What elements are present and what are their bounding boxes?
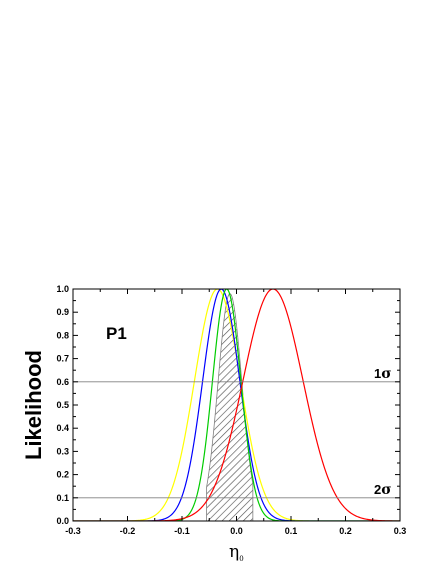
x-axis-label-subscript: 0 — [239, 555, 243, 563]
panel-label: P1 — [106, 324, 127, 343]
y-tick-label: 0.2 — [56, 470, 69, 480]
sigma-label-2: 2σ — [374, 482, 392, 498]
y-tick-label: 0.4 — [56, 423, 69, 433]
y-tick-label: 0.8 — [56, 330, 69, 340]
y-tick-label: 0.3 — [56, 446, 69, 456]
series-line-3 — [73, 289, 400, 521]
x-tick-label: 0.3 — [394, 526, 407, 536]
sigma-label-symbol: σ — [381, 366, 391, 382]
x-axis-label-symbol: η — [229, 542, 239, 562]
y-tick-label: 0.1 — [56, 493, 69, 503]
x-tick-label: -0.2 — [120, 526, 136, 536]
y-tick-label: 0.6 — [56, 377, 69, 387]
sigma-label-number: 2 — [374, 482, 381, 497]
x-tick-label: 0.1 — [285, 526, 298, 536]
x-tick-label: 0.0 — [230, 526, 243, 536]
y-tick-label: 0.0 — [56, 516, 69, 526]
y-tick-label: 1.0 — [56, 284, 69, 294]
y-tick-label: 0.5 — [56, 400, 69, 410]
x-tick-label: -0.1 — [174, 526, 190, 536]
y-axis-label: Likelihood — [21, 350, 46, 460]
series-line-2 — [73, 289, 400, 521]
x-axis-label: η0 — [229, 542, 244, 563]
shaded-region — [206, 293, 254, 521]
axis-ticks-layer: -0.3 -0.2 -0.1 0.0 0.1 0.2 0.3 0.0 0.1 0.2 0.3 0.4 0… — [56, 284, 406, 536]
series-line-4 — [73, 289, 400, 521]
shaded-region-layer — [206, 293, 254, 521]
x-tick-label: -0.3 — [65, 526, 81, 536]
y-tick-label: 0.9 — [56, 307, 69, 317]
sigma-label-number: 1 — [374, 366, 381, 381]
sigma-label-1: 1σ — [374, 366, 392, 382]
y-tick-label: 0.7 — [56, 354, 69, 364]
x-tick-label: 0.2 — [339, 526, 352, 536]
sigma-label-symbol: σ — [381, 482, 391, 498]
